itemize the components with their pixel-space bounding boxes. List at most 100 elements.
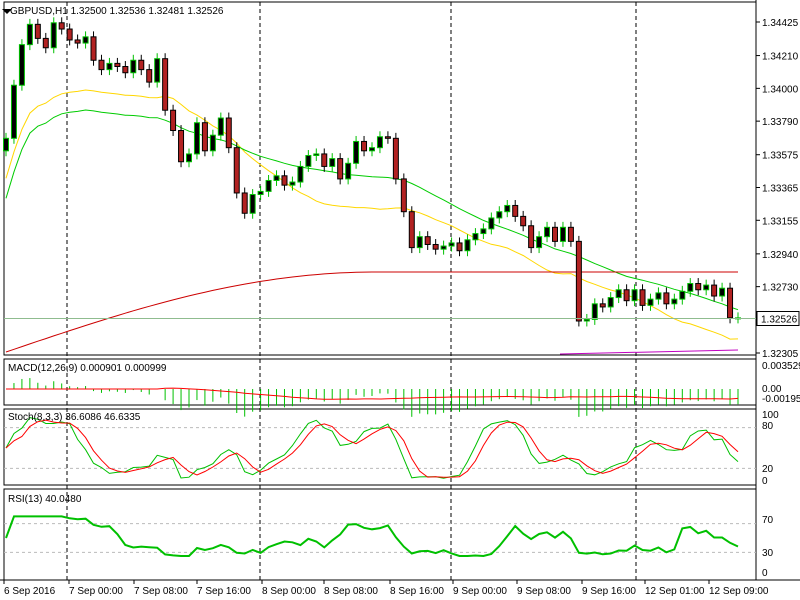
macd-tick-label: 0.00	[762, 384, 782, 395]
candle-body	[400, 178, 407, 213]
candle-body	[18, 44, 25, 86]
price-tick-label: 1.32305	[762, 349, 799, 360]
candle-body	[138, 59, 145, 71]
pane-stoch	[3, 408, 757, 486]
candle-body	[249, 194, 256, 214]
candle-body	[170, 109, 177, 132]
candle-body	[456, 242, 463, 252]
candle-body	[528, 225, 535, 249]
macd-signal-line	[6, 387, 739, 400]
candle-body	[671, 298, 678, 305]
macd-histogram	[13, 378, 739, 417]
price-tick-label: 1.32940	[762, 250, 799, 261]
candle-body	[639, 289, 646, 306]
stoch-tick-label: 20	[762, 464, 774, 475]
candle-body	[719, 287, 726, 297]
rsi-tick-label: 30	[762, 548, 774, 559]
candle-body	[82, 36, 89, 44]
candle-body	[217, 117, 224, 136]
candle-body	[615, 289, 622, 299]
stoch-header: Stoch(8,3,3) 36.6086 46.6335	[8, 412, 141, 423]
rsi-header: RSI(13) 40.0480	[8, 494, 82, 505]
symbol-header: GBPUSD,H1 1.32500 1.32536 1.32481 1.3252…	[10, 6, 224, 17]
candle-body	[376, 136, 383, 149]
candle-body	[265, 179, 272, 192]
candle-body	[42, 37, 49, 49]
candle-body	[3, 137, 9, 152]
candle-body	[369, 147, 375, 152]
candle-body	[186, 153, 192, 163]
ma-red-line	[5, 271, 738, 353]
candle-body	[130, 59, 137, 74]
candle-body	[146, 69, 153, 83]
candle-body	[559, 226, 566, 242]
time-tick-label: 8 Sep 16:00	[390, 586, 444, 597]
candle-body	[122, 65, 129, 74]
candle-body	[201, 122, 208, 152]
candle-body	[392, 137, 399, 180]
time-tick-label: 9 Sep 00:00	[453, 586, 507, 597]
candle-body	[305, 154, 312, 167]
candle-body	[448, 242, 455, 247]
candle-body	[384, 136, 391, 139]
time-tick-label: 7 Sep 00:00	[69, 586, 123, 597]
macd-header: MACD(12,26,9) 0.000901 0.000999	[8, 363, 167, 374]
ma-purple-line	[559, 349, 739, 355]
rsi-tick-label: 70	[762, 515, 774, 526]
candle-body	[225, 117, 232, 149]
candle-body	[178, 130, 185, 163]
chevron-down-icon[interactable]	[2, 9, 12, 14]
price-tick-label: 1.32730	[762, 283, 799, 294]
candle-body	[591, 303, 598, 320]
candle-body	[34, 23, 41, 39]
price-tick-label: 1.33155	[762, 216, 799, 227]
pane-rsi	[3, 488, 757, 581]
candle-body	[655, 292, 662, 300]
candle-body	[58, 22, 65, 30]
macd-tick-label: -0.001956	[762, 394, 800, 405]
time-tick-label: 9 Sep 16:00	[582, 586, 636, 597]
stoch-tick-label: 0	[762, 476, 768, 487]
candle-body	[408, 211, 415, 249]
stoch-k-line	[5, 417, 739, 479]
candle-body	[679, 290, 686, 300]
candle-body	[297, 165, 304, 183]
candle-body	[241, 192, 248, 214]
price-tick-label: 1.33365	[762, 184, 799, 195]
candle-body	[321, 153, 328, 167]
candle-body	[353, 140, 360, 164]
time-tick-label: 12 Sep 09:00	[709, 586, 769, 597]
candle-body	[575, 240, 582, 322]
candle-body	[687, 283, 694, 292]
candle-body	[703, 284, 710, 291]
candle-body	[647, 298, 654, 306]
candle-body	[583, 318, 590, 322]
candle-body	[631, 289, 638, 302]
time-tick-label: 7 Sep 16:00	[197, 586, 251, 597]
price-tick-label: 1.33790	[762, 117, 799, 128]
candle-body	[520, 215, 527, 227]
price-tick-label: 1.33575	[762, 151, 799, 162]
candle-body	[209, 134, 216, 152]
candle-body	[711, 284, 718, 297]
price-tick-label: 1.34000	[762, 84, 799, 95]
candle-body	[440, 245, 447, 250]
candle-body	[472, 233, 479, 241]
candle-body	[607, 297, 614, 308]
candle-body	[536, 236, 543, 249]
stoch-tick-label: 80	[762, 421, 774, 432]
candle-body	[281, 175, 288, 186]
candle-body	[361, 140, 368, 152]
candles	[3, 17, 741, 327]
candle-body	[424, 236, 431, 245]
time-tick-label: 6 Sep 2016	[4, 586, 56, 597]
candle-body	[727, 287, 734, 319]
candle-body	[432, 243, 439, 250]
rsi-line	[5, 515, 739, 558]
candle-body	[66, 28, 73, 41]
pane-macd	[3, 358, 757, 406]
candle-body	[313, 153, 320, 156]
candle-body	[289, 181, 296, 186]
